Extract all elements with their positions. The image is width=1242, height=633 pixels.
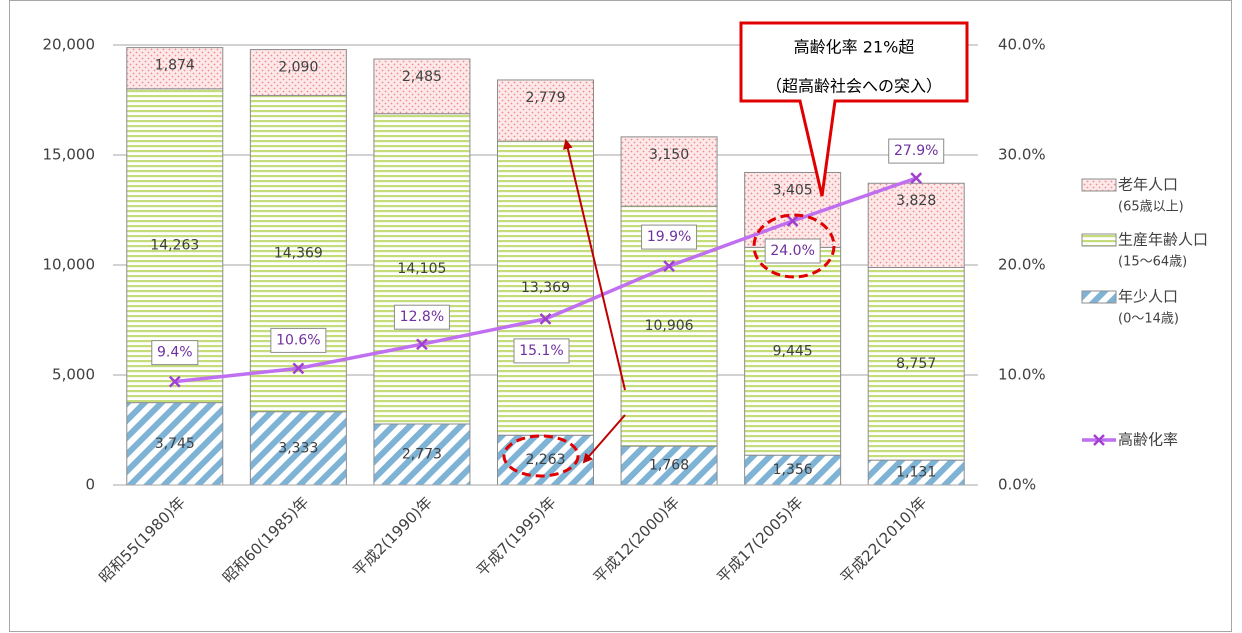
annotation: 高齢化率 21%超: [794, 38, 915, 57]
legend-label: 老年人口: [1118, 176, 1178, 194]
bar-label: 3,333: [278, 440, 318, 456]
bar-label: 2,263: [525, 452, 565, 468]
legend-note: (15〜64歳): [1118, 255, 1187, 270]
data-label-box: [764, 238, 821, 264]
line-marker: [168, 375, 181, 388]
bar-segment: [867, 266, 965, 461]
data-label: 9.4%: [157, 345, 193, 361]
y2-tick-label: 20.0%: [998, 256, 1046, 274]
bar-segment: [497, 79, 594, 142]
bar-segment: [373, 113, 471, 425]
legend-label: 高齢化率: [1118, 431, 1178, 449]
data-label: 24.0%: [770, 243, 814, 259]
y2-tick-label: 40.0%: [998, 36, 1046, 54]
data-label: 19.9%: [647, 229, 691, 245]
data-label: 27.9%: [894, 143, 938, 159]
bar-label: 1,131: [896, 465, 936, 481]
bar-segment: [249, 49, 347, 97]
data-label-box: [393, 304, 450, 330]
legend-swatch: [1081, 290, 1117, 304]
bar-segment: [373, 58, 471, 115]
bar-label: 1,356: [773, 462, 813, 478]
y2-tick-label: 10.0%: [998, 366, 1046, 384]
bar-segment: [126, 47, 224, 90]
bar-label: 2,779: [525, 90, 565, 106]
legend-swatch: [1081, 178, 1117, 192]
y-tick-label: 20,000: [43, 36, 96, 54]
arrow: [582, 414, 626, 464]
legend-label: 生産年齢人口: [1118, 231, 1208, 249]
bar-segment: [620, 445, 718, 486]
line-marker: [663, 260, 675, 272]
y-tick-label: 0: [85, 476, 95, 494]
y-tick-label: 5,000: [52, 366, 95, 384]
data-label: 15.1%: [519, 343, 563, 359]
bar-segment: [867, 182, 965, 268]
bar-label: 14,105: [397, 261, 446, 277]
bar-segment: [744, 246, 842, 456]
bar-label: 8,757: [896, 356, 936, 372]
data-label-box: [151, 340, 199, 366]
bar-label: 2,485: [402, 69, 442, 85]
legend-swatch: [1081, 233, 1117, 247]
y2-tick-label: 0.0%: [998, 476, 1036, 494]
bar-label: 9,445: [773, 343, 813, 359]
annotation: （超高齢社会への突入）: [766, 77, 942, 96]
legend-note: (0〜14歳): [1118, 312, 1179, 327]
bar-segment: [373, 423, 471, 486]
callout: [739, 21, 969, 197]
bar-label: 14,263: [150, 238, 199, 254]
bar-label: 3,828: [896, 193, 936, 209]
data-label-box: [641, 224, 698, 250]
y-tick-label: 10,000: [43, 256, 96, 274]
highlight: [502, 434, 580, 478]
bar-segment: [249, 95, 347, 413]
line-marker: [292, 362, 305, 375]
line-marker: [786, 215, 799, 227]
y2-tick-label: 30.0%: [998, 146, 1046, 164]
bar-label: 1,768: [649, 458, 689, 474]
line-marker: [539, 313, 552, 325]
arrow: [562, 139, 626, 391]
bar-label: 10,906: [645, 318, 694, 334]
bar-label: 3,405: [773, 182, 813, 198]
line-marker: [910, 172, 923, 184]
legend-label: 年少人口: [1118, 288, 1178, 306]
bar-label: 3,150: [649, 147, 689, 163]
bar-segment: [249, 411, 347, 486]
highlight: [752, 213, 836, 279]
data-label: 10.6%: [276, 332, 320, 348]
bar-segment: [867, 459, 965, 486]
y-tick-label: 15,000: [43, 146, 96, 164]
legend-marker: [1093, 434, 1105, 446]
data-label-box: [513, 338, 570, 364]
line-marker: [416, 338, 428, 351]
bar-label: 13,369: [521, 280, 570, 296]
data-label-box: [270, 327, 327, 353]
bar-label: 14,369: [274, 246, 323, 262]
bar-label: 1,874: [155, 58, 195, 74]
data-label-box: [888, 138, 945, 164]
bar-segment: [620, 136, 718, 207]
legend-note: (65歳以上): [1118, 200, 1184, 215]
bar-label: 3,745: [155, 436, 195, 452]
data-label: 12.8%: [400, 309, 444, 325]
bar-label: 2,090: [278, 60, 318, 76]
bar-label: 2,773: [402, 446, 442, 462]
